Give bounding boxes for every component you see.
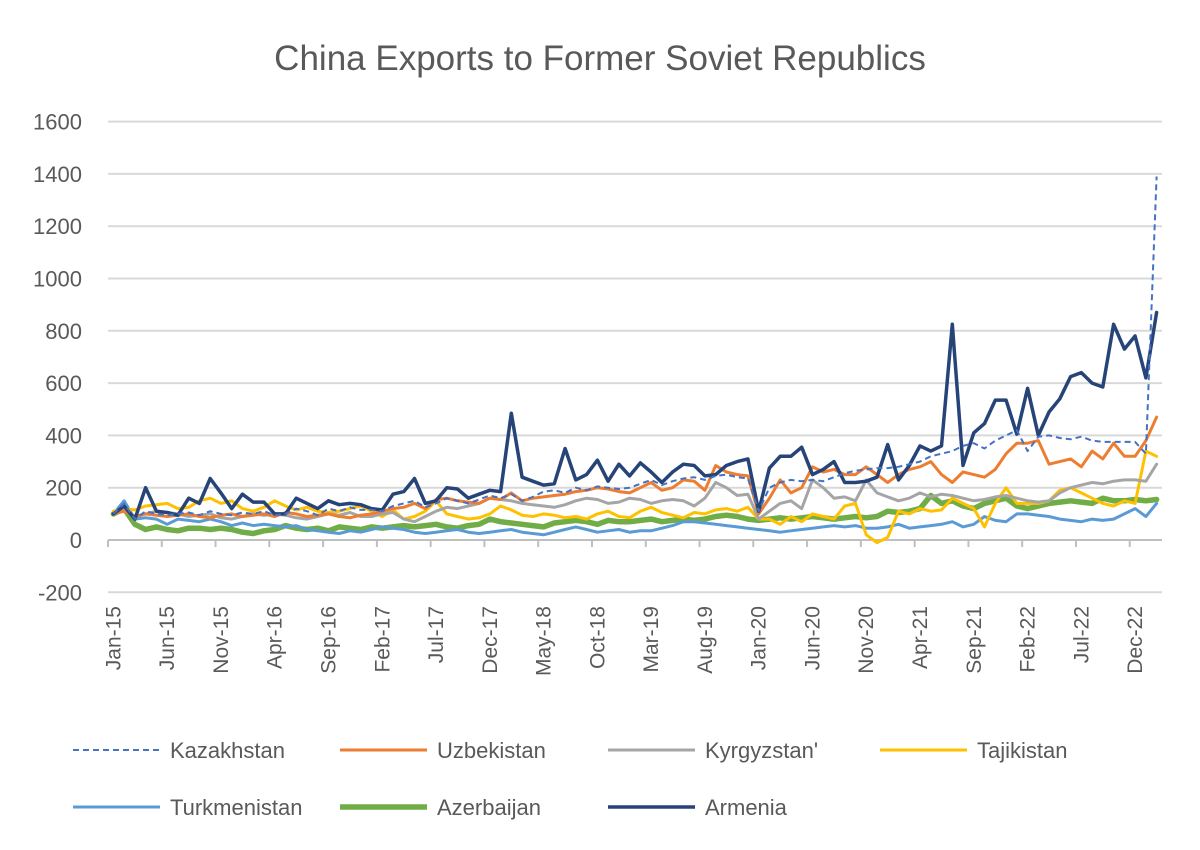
y-tick-label: 1400 — [33, 162, 82, 187]
x-tick-label: Dec-22 — [1124, 606, 1147, 674]
y-axis-ticks: -200 0 200 400 600 800 1000 1200 1400 1600 — [33, 110, 82, 606]
x-tick-label: Feb-17 — [371, 606, 394, 673]
legend: Kazakhstan Uzbekistan Kyrgyzstan' Tajikista… — [73, 738, 1067, 820]
legend-label: Turkmenistan — [170, 795, 302, 820]
y-tick-label: 1200 — [33, 214, 82, 239]
y-tick-label: 1000 — [33, 267, 82, 292]
legend-label: Uzbekistan — [437, 738, 546, 763]
series-lines — [110, 176, 1160, 545]
y-tick-label: 1600 — [33, 110, 82, 135]
series-line-kyrgyzstan — [111, 462, 1159, 524]
x-tick-label: Jul-17 — [425, 606, 448, 663]
legend-label: Kyrgyzstan' — [705, 738, 818, 763]
x-tick-label: Sep-21 — [963, 606, 986, 674]
x-tick-label: Jun-15 — [156, 606, 179, 670]
x-tick-label: Apr-21 — [909, 606, 932, 669]
x-tick-label: Jun-20 — [801, 606, 824, 670]
y-tick-label: 200 — [45, 476, 82, 501]
series-line-tajikistan — [111, 449, 1159, 545]
y-tick-label: 0 — [70, 528, 82, 553]
x-tick-label: Jul-22 — [1070, 606, 1093, 663]
x-axis-ticks: Jan-15 Jun-15 Nov-15 Apr-16 Sep-16 Feb-17 Jul-… — [102, 540, 1147, 676]
series-line-kazakhstan — [112, 176, 1158, 521]
x-tick-label: Feb-22 — [1017, 606, 1040, 673]
y-tick-label: 600 — [45, 371, 82, 396]
y-tick-label: 400 — [45, 423, 82, 448]
series-line-armenia — [111, 310, 1159, 521]
x-tick-label: Jan-15 — [102, 606, 125, 670]
y-tick-label: 800 — [45, 319, 82, 344]
legend-label: Tajikistan — [977, 738, 1067, 763]
x-tick-label: Apr-16 — [264, 606, 287, 669]
x-tick-label: Jan-20 — [748, 606, 771, 670]
x-tick-label: Sep-16 — [317, 606, 340, 674]
legend-label: Kazakhstan — [170, 738, 285, 763]
x-tick-label: Dec-17 — [479, 606, 502, 674]
x-tick-label: May-18 — [533, 606, 556, 676]
gridlines — [108, 120, 1162, 594]
x-tick-label: Nov-20 — [855, 606, 878, 674]
legend-label: Armenia — [705, 795, 788, 820]
chart-title: China Exports to Former Soviet Republics — [274, 39, 926, 78]
legend-label: Azerbaijan — [437, 795, 541, 820]
x-tick-label: Oct-18 — [586, 606, 609, 669]
y-tick-label: -200 — [38, 580, 82, 605]
x-tick-label: Aug-19 — [694, 606, 717, 674]
x-tick-label: Mar-19 — [640, 606, 663, 673]
x-tick-label: Nov-15 — [210, 606, 233, 674]
series-line-turkmenistan — [111, 499, 1159, 537]
